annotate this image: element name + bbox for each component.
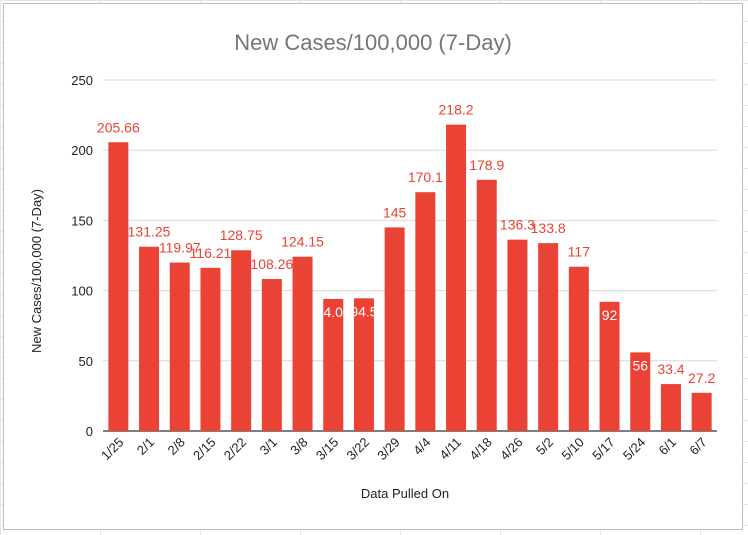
data-label: 108.26 xyxy=(250,256,293,272)
bar[interactable] xyxy=(108,142,129,431)
data-label: 178.9 xyxy=(469,157,504,173)
bar[interactable] xyxy=(231,250,252,431)
data-label: 131.25 xyxy=(128,224,171,240)
x-tick-label: 2/8 xyxy=(164,435,187,458)
x-tick-label: 3/15 xyxy=(313,435,342,464)
data-label: 128.75 xyxy=(220,227,263,243)
x-tick-label: 6/7 xyxy=(686,435,709,458)
bar[interactable] xyxy=(446,124,467,431)
x-tick-label: 5/24 xyxy=(620,435,649,464)
x-tick-label: 4/26 xyxy=(497,435,526,464)
x-tick-label: 6/1 xyxy=(656,435,679,458)
data-label: 117 xyxy=(568,244,591,260)
bar[interactable] xyxy=(660,384,681,431)
y-tick-label: 250 xyxy=(71,73,93,88)
x-axis-title: Data Pulled On xyxy=(361,486,449,501)
bar[interactable] xyxy=(169,262,190,431)
y-axis-title: New Cases/100,000 (7-Day) xyxy=(29,189,44,353)
y-tick-label: 0 xyxy=(86,424,93,439)
x-tick-label: 3/29 xyxy=(374,435,403,464)
x-tick-label: 3/1 xyxy=(257,435,280,458)
x-tick-label: 3/22 xyxy=(344,435,373,464)
x-tick-label: 5/2 xyxy=(533,435,556,458)
bars xyxy=(108,124,712,431)
data-label: 136.3 xyxy=(500,217,535,233)
bar[interactable] xyxy=(415,192,436,431)
bar[interactable] xyxy=(691,392,712,431)
data-label: 116.21 xyxy=(190,245,232,261)
bar[interactable] xyxy=(323,298,344,431)
x-tick-label: 4/4 xyxy=(410,435,433,458)
data-label: 218.2 xyxy=(439,102,474,118)
data-label: 119.97 xyxy=(159,240,201,256)
data-label: 92 xyxy=(602,307,618,323)
data-label: 56 xyxy=(632,357,648,373)
x-axis-ticks: 1/25 2/1 2/8 2/15 2/22 3/1 3/8 3/15 3/22 3/29 4/4 4… xyxy=(98,435,710,464)
bar[interactable] xyxy=(353,298,374,431)
bar[interactable] xyxy=(384,227,405,431)
data-label: 205.66 xyxy=(97,119,140,135)
x-tick-label: 4/11 xyxy=(436,435,464,463)
bar[interactable] xyxy=(599,301,620,431)
bar[interactable] xyxy=(292,256,313,431)
bar[interactable] xyxy=(139,246,160,431)
bar[interactable] xyxy=(507,239,528,431)
bar[interactable] xyxy=(538,243,559,431)
bar[interactable] xyxy=(630,352,651,431)
y-tick-label: 50 xyxy=(79,354,93,369)
x-tick-label: 2/1 xyxy=(134,435,157,458)
chart-title: New Cases/100,000 (7-Day) xyxy=(234,30,512,55)
bar[interactable] xyxy=(568,266,589,431)
x-tick-label: 5/10 xyxy=(558,435,587,464)
y-tick-label: 100 xyxy=(71,284,93,299)
x-tick-label: 2/15 xyxy=(190,435,219,464)
bar[interactable] xyxy=(476,179,497,431)
x-tick-label: 3/8 xyxy=(287,435,310,458)
data-label: 33.4 xyxy=(657,361,684,377)
data-label: 94.05 xyxy=(316,304,351,320)
bar[interactable] xyxy=(261,279,282,431)
data-label: 145 xyxy=(383,204,407,220)
data-label: 133.8 xyxy=(531,220,566,236)
data-label: 124.15 xyxy=(281,234,324,250)
data-label: 170.1 xyxy=(408,169,443,185)
y-tick-label: 150 xyxy=(71,213,93,228)
x-tick-label: 2/22 xyxy=(221,435,250,464)
data-label: 94.5 xyxy=(350,303,377,319)
bar[interactable] xyxy=(200,267,221,431)
y-tick-label: 200 xyxy=(71,143,93,158)
x-tick-label: 5/17 xyxy=(589,435,618,464)
y-axis-ticks: 0 50 100 150 200 250 xyxy=(71,73,93,439)
data-label: 27.2 xyxy=(688,370,715,386)
x-tick-label: 1/25 xyxy=(98,435,127,464)
x-tick-label: 4/18 xyxy=(466,435,495,464)
